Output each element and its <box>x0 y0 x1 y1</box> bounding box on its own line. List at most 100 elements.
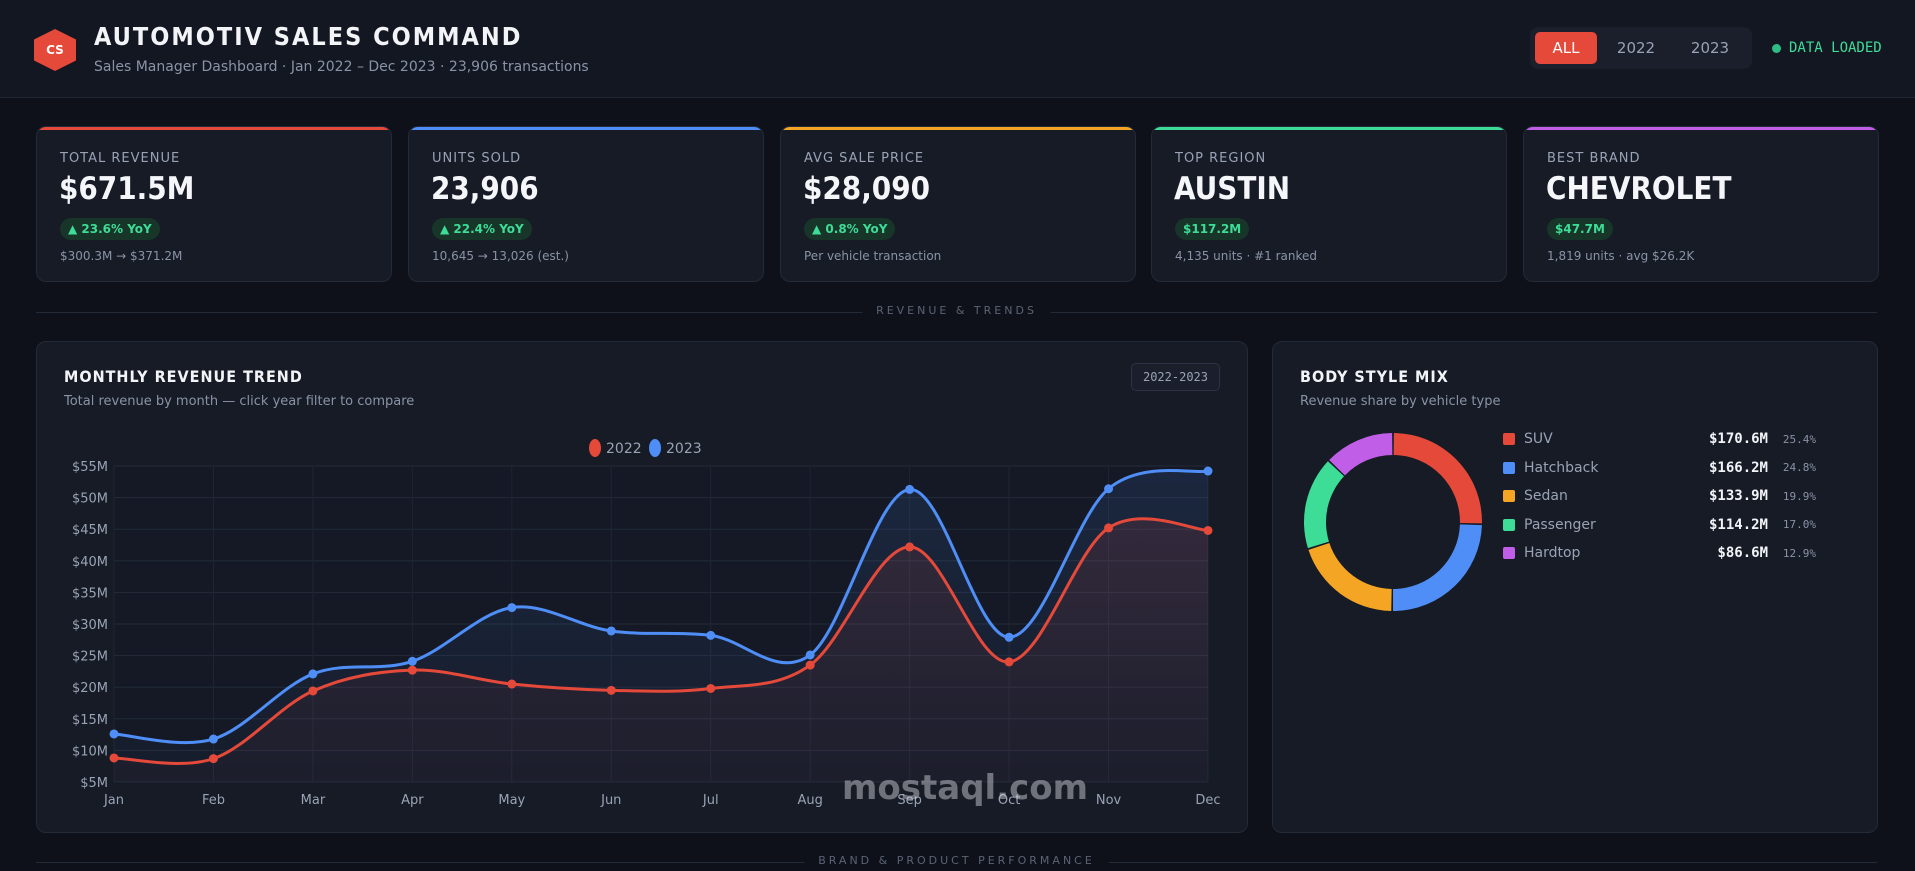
y-tick-label: $25M <box>72 650 108 665</box>
kpi-accent-bar <box>1524 127 1878 130</box>
kpi-badge: ▲ 0.8% YoY <box>804 218 896 240</box>
data-point-2023[interactable] <box>208 734 218 744</box>
section-divider-label: REVENUE & TRENDS <box>862 304 1051 317</box>
year-filter-2022-button[interactable]: 2022 <box>1616 39 1656 57</box>
donut-slice-hardtop[interactable] <box>1329 433 1393 476</box>
data-point-2023[interactable] <box>706 630 716 640</box>
kpi-accent-bar <box>781 127 1135 130</box>
data-point-2022[interactable] <box>1203 525 1213 535</box>
legend-swatch <box>1503 433 1515 445</box>
data-status: DATA LOADED <box>1772 40 1882 56</box>
y-tick-label: $35M <box>72 586 108 601</box>
donut-slice-suv[interactable] <box>1393 433 1482 524</box>
x-tick-label: Oct <box>998 793 1020 808</box>
kpi-badge: $117.2M <box>1175 218 1250 240</box>
legend-label: Hardtop <box>1524 545 1581 561</box>
data-point-2023[interactable] <box>606 626 616 636</box>
kpi-card-units-sold: UNITS SOLD 23,906 ▲ 22.4% YoY 10,645 → 1… <box>408 126 764 282</box>
data-point-2023[interactable] <box>308 669 318 679</box>
donut-slice-hatchback[interactable] <box>1393 524 1482 611</box>
kpi-value: 23,906 <box>431 171 539 207</box>
kpi-badge: ▲ 22.4% YoY <box>432 218 532 240</box>
data-point-2022[interactable] <box>407 665 417 675</box>
legend-label: SUV <box>1524 431 1553 447</box>
kpi-label: AVG SALE PRICE <box>804 151 925 166</box>
legend-swatch <box>649 439 661 457</box>
legend-label: Sedan <box>1524 488 1568 504</box>
data-point-2023[interactable] <box>109 729 119 739</box>
date-range-pill[interactable]: 2022-2023 <box>1130 363 1220 391</box>
legend-swatch <box>1503 518 1515 531</box>
data-point-2023[interactable] <box>507 603 517 613</box>
x-tick-label: Dec <box>1195 793 1220 808</box>
legend-row-sedan[interactable]: Sedan $133.9M 19.9% <box>1503 486 1853 506</box>
y-tick-label: $50M <box>72 492 108 507</box>
data-point-2022[interactable] <box>805 660 815 670</box>
revenue-trend-panel: MONTHLY REVENUE TREND Total revenue by m… <box>36 341 1248 833</box>
kpi-badge: $47.7M <box>1547 218 1613 240</box>
data-point-2022[interactable] <box>706 683 716 693</box>
kpi-accent-bar <box>409 127 763 130</box>
data-point-2022[interactable] <box>905 542 915 552</box>
data-point-2023[interactable] <box>1203 466 1213 476</box>
data-point-2022[interactable] <box>606 685 616 695</box>
section-divider-label: BRAND & PRODUCT PERFORMANCE <box>804 854 1109 867</box>
data-point-2023[interactable] <box>1104 484 1114 494</box>
kpi-value: CHEVROLET <box>1546 171 1732 207</box>
kpi-note: Per vehicle transaction <box>804 249 942 263</box>
y-tick-label: $30M <box>72 618 108 633</box>
legend-label[interactable]: 2023 <box>666 441 702 457</box>
legend-row-hatchback[interactable]: Hatchback $166.2M 24.8% <box>1503 458 1853 478</box>
y-tick-label: $15M <box>72 713 108 728</box>
donut-slice-passenger[interactable] <box>1304 461 1344 549</box>
kpi-accent-bar <box>37 127 391 130</box>
kpi-accent-bar <box>1152 127 1506 130</box>
data-point-2022[interactable] <box>308 686 318 696</box>
legend-value: $133.9M <box>1708 488 1768 504</box>
legend-percent: 12.9% <box>1782 546 1816 560</box>
data-point-2023[interactable] <box>407 656 417 666</box>
data-point-2022[interactable] <box>208 754 218 764</box>
x-tick-label: Aug <box>797 793 822 808</box>
data-point-2022[interactable] <box>507 679 517 689</box>
data-point-2022[interactable] <box>1004 657 1014 667</box>
kpi-card-best-brand: BEST BRAND CHEVROLET $47.7M 1,819 units … <box>1523 126 1879 282</box>
legend-value: $86.6M <box>1717 545 1768 561</box>
x-tick-label: Jan <box>103 793 124 808</box>
panel-title: BODY STYLE MIX <box>1300 367 1449 386</box>
year-filter-all-button[interactable]: ALL <box>1535 32 1597 64</box>
data-point-2023[interactable] <box>805 650 815 660</box>
y-tick-label: $5M <box>80 776 108 791</box>
x-tick-label: Nov <box>1096 793 1122 808</box>
data-point-2023[interactable] <box>1004 632 1014 642</box>
app-title: AUTOMOTIV SALES COMMAND <box>94 22 523 51</box>
series-area-2022 <box>114 518 1208 782</box>
legend-row-suv[interactable]: SUV $170.6M 25.4% <box>1503 429 1853 449</box>
kpi-label: BEST BRAND <box>1547 151 1641 166</box>
revenue-trend-chart: $5M $10M $15M $20M $25M $30M $35M $40M $45M $50M $… <box>72 439 1221 808</box>
kpi-value: $671.5M <box>59 171 195 207</box>
data-status-label: DATA LOADED <box>1789 40 1882 56</box>
app-header: CS AUTOMOTIV SALES COMMAND Sales Manager… <box>0 0 1915 98</box>
x-tick-label: Jun <box>600 793 621 808</box>
x-tick-label: Sep <box>897 793 922 808</box>
kpi-card-top-region: TOP REGION AUSTIN $117.2M 4,135 units · … <box>1151 126 1507 282</box>
section-divider: BRAND & PRODUCT PERFORMANCE <box>36 854 1877 867</box>
year-filter-2023-button[interactable]: 2023 <box>1690 39 1730 57</box>
body-style-donut-chart <box>1304 433 1482 611</box>
data-point-2022[interactable] <box>109 753 119 763</box>
legend-label[interactable]: 2022 <box>606 441 642 457</box>
year-filter: ALL 2022 2023 <box>1530 27 1752 69</box>
x-tick-label: May <box>498 793 525 808</box>
y-tick-label: $45M <box>72 523 108 538</box>
kpi-note: $300.3M → $371.2M <box>60 249 183 263</box>
legend-row-hardtop[interactable]: Hardtop $86.6M 12.9% <box>1503 543 1853 563</box>
data-point-2022[interactable] <box>1104 523 1114 533</box>
x-tick-label: Feb <box>202 793 225 808</box>
legend-row-passenger[interactable]: Passenger $114.2M 17.0% <box>1503 515 1853 535</box>
donut-slice-sedan[interactable] <box>1308 542 1392 611</box>
legend-percent: 17.0% <box>1782 518 1816 531</box>
data-point-2023[interactable] <box>905 484 915 494</box>
legend-swatch <box>1503 547 1515 559</box>
legend-percent: 19.9% <box>1782 489 1816 503</box>
